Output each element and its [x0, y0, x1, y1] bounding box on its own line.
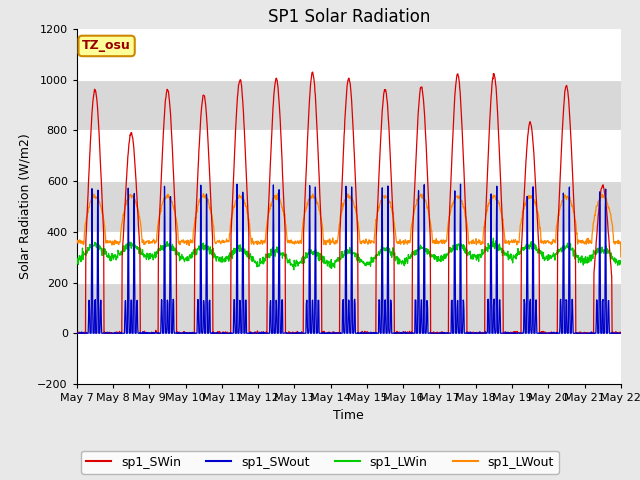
Bar — [77, 333, 621, 384]
Title: SP1 Solar Radiation: SP1 Solar Radiation — [268, 8, 430, 26]
Bar — [77, 181, 621, 232]
Legend: sp1_SWin, sp1_SWout, sp1_LWin, sp1_LWout: sp1_SWin, sp1_SWout, sp1_LWin, sp1_LWout — [81, 451, 559, 474]
Bar — [77, 80, 621, 130]
Bar — [77, 29, 621, 80]
Bar — [77, 130, 621, 181]
Bar — [77, 283, 621, 333]
X-axis label: Time: Time — [333, 408, 364, 421]
Y-axis label: Solar Radiation (W/m2): Solar Radiation (W/m2) — [19, 133, 32, 279]
Text: TZ_osu: TZ_osu — [82, 39, 131, 52]
Bar — [77, 232, 621, 283]
